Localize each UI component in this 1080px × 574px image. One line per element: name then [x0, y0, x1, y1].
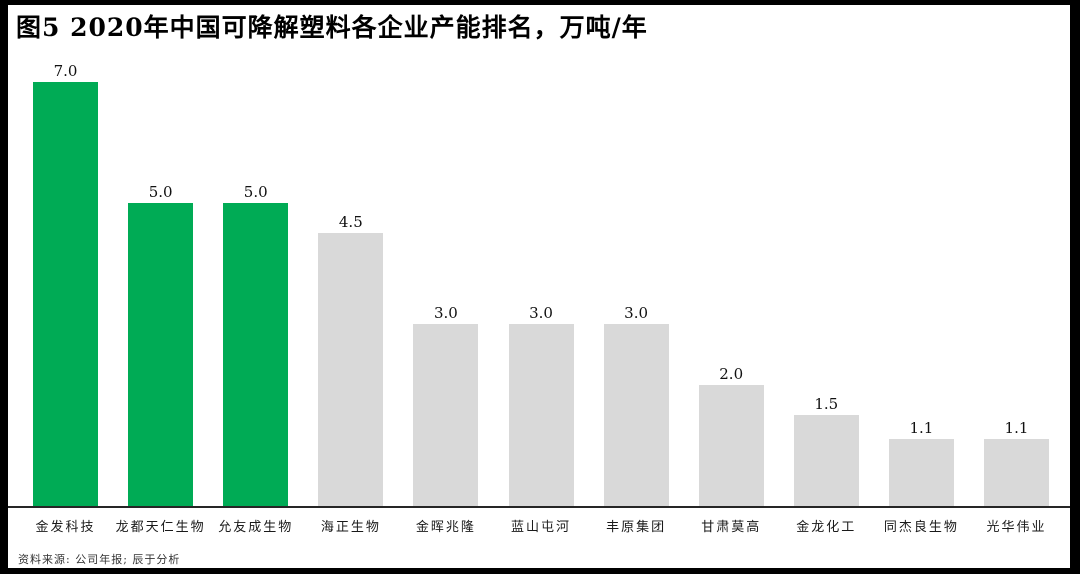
bar-value-label: 3.0: [433, 304, 458, 322]
chart-title: 图5 2020年中国可降解塑料各企业产能排名，万吨/年: [16, 13, 648, 42]
bar-value-label: 4.5: [338, 213, 363, 231]
bar: [603, 324, 669, 506]
bar: [128, 203, 194, 506]
category-label: 甘肃莫高: [701, 520, 762, 535]
bar-value-label: 1.1: [1004, 419, 1029, 437]
bar-value-label: 7.0: [53, 62, 78, 80]
category-label: 金龙化工: [796, 520, 857, 535]
bar-column: 3.0: [398, 60, 493, 506]
bar-column: 5.0: [113, 60, 208, 506]
bar: [888, 439, 954, 506]
source-note: 资料来源: 公司年报; 辰于分析: [18, 553, 181, 566]
bar: [33, 82, 99, 506]
bar: [413, 324, 479, 506]
category-label: 龙都天仁生物: [115, 520, 206, 535]
category-label: 海正生物: [320, 520, 381, 535]
bar-value-label: 3.0: [529, 304, 553, 322]
x-axis-category-labels: 金发科技 龙都天仁生物 允友成生物 海正生物 金晖兆隆 蓝山屯河 丰原集团 甘肃莫高 金龙化工 同…: [18, 516, 1064, 535]
category-label: 金发科技: [35, 520, 96, 535]
bar-value-label: 2.0: [719, 365, 744, 383]
bar-value-label: 1.1: [909, 419, 934, 437]
bar-column: 1.5: [779, 60, 874, 506]
bar-value-label: 1.5: [814, 395, 839, 413]
bar-column: 3.0: [589, 60, 684, 506]
bar: [793, 415, 859, 506]
category-label: 允友成生物: [218, 520, 294, 535]
category-label: 同杰良生物: [883, 520, 959, 535]
bar: [223, 203, 289, 506]
bar-value-label: 3.0: [624, 304, 649, 322]
bar-column: 1.1: [874, 60, 969, 506]
category-label: 丰原集团: [606, 520, 667, 535]
bar: [983, 439, 1049, 506]
bar-column: 4.5: [303, 60, 398, 506]
x-axis-line: [8, 506, 1070, 508]
category-label: 蓝山屯河: [511, 520, 572, 535]
bar-value-label: 5.0: [243, 183, 268, 201]
bar: [508, 324, 574, 506]
category-label: 光华伟业: [986, 520, 1047, 535]
bar-column: 5.0: [208, 60, 303, 506]
bar-column: 1.1: [969, 60, 1064, 506]
category-label: 金晖兆隆: [415, 520, 476, 535]
bar-column: 2.0: [684, 60, 779, 506]
bar-value-label: 5.0: [148, 183, 173, 201]
bar-column: 7.0: [18, 60, 113, 506]
bar-chart-plot-area: 7.0 5.0 5.0 4.5 3.0 3.0 3.0 2.0 1.5 1.1 1.1: [18, 60, 1064, 506]
bar: [318, 233, 384, 506]
bar-column: 3.0: [493, 60, 588, 506]
bar: [698, 385, 764, 506]
